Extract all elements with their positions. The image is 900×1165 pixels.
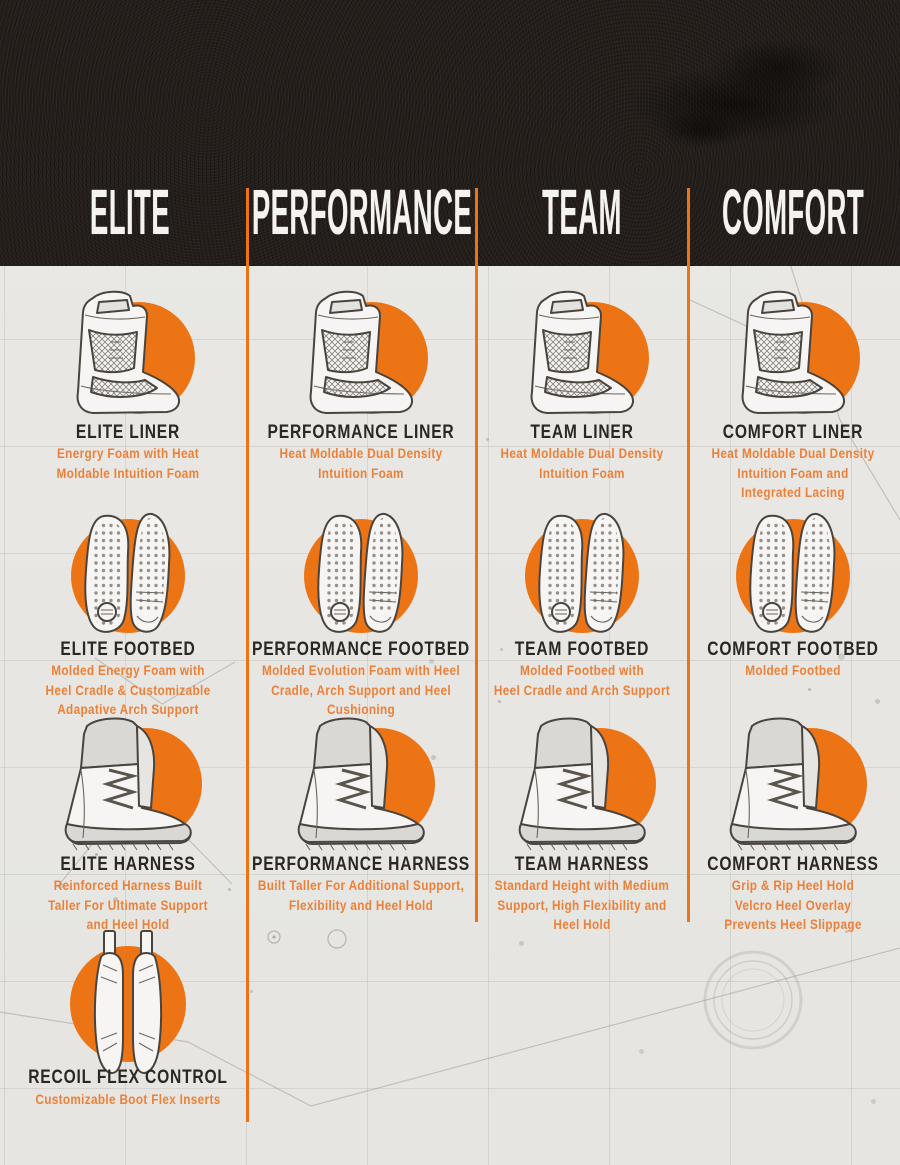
team-liner-desc: Heat Moldable Dual Density Intuition Foa… [500, 445, 664, 481]
comfort-harness-title: COMFORT HARNESS [707, 853, 879, 875]
liner-boot-icon [266, 282, 456, 432]
comfort-footbed-title: COMFORT FOOTBED [707, 638, 879, 660]
harness-boot-icon [266, 712, 456, 862]
header-band: ELITE PERFORMANCE TEAM COMFORT [0, 0, 900, 266]
elite-footbed-desc: Molded Energy Foam with Heel Cradle & Cu… [45, 662, 211, 717]
recoil-flex-desc: Customizable Boot Flex Inserts [35, 1091, 221, 1107]
elite-harness-title: ELITE HARNESS [60, 853, 196, 875]
column-divider-2 [475, 188, 478, 922]
team-liner-title: TEAM LINER [530, 421, 634, 443]
comfort-liner-title: COMFORT LINER [722, 421, 864, 443]
elite-harness-desc: Reinforced Harness Built Taller For Ulti… [48, 877, 208, 932]
harness-boot-icon [698, 712, 888, 862]
performance-harness-title: PERFORMANCE HARNESS [251, 853, 471, 875]
harness-boot-icon [487, 712, 677, 862]
team-harness-title: TEAM HARNESS [514, 853, 650, 875]
footbed-insoles-icon [698, 500, 888, 650]
column-title-comfort: COMFORT [721, 176, 865, 248]
liner-boot-icon [698, 282, 888, 432]
team-harness-desc: Standard Height with Medium Support, Hig… [494, 877, 670, 932]
liner-boot-icon [33, 282, 223, 432]
comfort-harness-desc: Grip & Rip Heel Hold Velcro Heel Overlay… [724, 877, 862, 932]
footbed-insoles-icon [487, 500, 677, 650]
performance-liner-desc: Heat Moldable Dual Density Intuition Foa… [279, 445, 443, 481]
performance-liner-title: PERFORMANCE LINER [267, 421, 455, 443]
flex-inserts-icon [33, 911, 223, 1081]
column-title-performance: PERFORMANCE [251, 176, 473, 248]
column-divider-1 [246, 188, 249, 1122]
performance-footbed-title: PERFORMANCE FOOTBED [252, 638, 470, 660]
elite-liner-title: ELITE LINER [75, 421, 181, 443]
footbed-insoles-icon [33, 500, 223, 650]
performance-footbed-desc: Molded Evolution Foam with Heel Cradle, … [262, 662, 460, 717]
liner-boot-icon [487, 282, 677, 432]
team-footbed-desc: Molded Footbed with Heel Cradle and Arch… [493, 662, 671, 698]
footbed-insoles-icon [266, 500, 456, 650]
elite-liner-desc: Energry Foam with Heat Moldable Intuitio… [56, 445, 200, 481]
performance-harness-desc: Built Taller For Additional Support, Fle… [257, 877, 465, 913]
column-divider-3 [687, 188, 690, 922]
team-footbed-title: TEAM FOOTBED [514, 638, 650, 660]
harness-boot-icon [33, 712, 223, 862]
comfort-liner-desc: Heat Moldable Dual Density Intuition Foa… [711, 445, 875, 500]
elite-footbed-title: ELITE FOOTBED [60, 638, 196, 660]
column-title-team: TEAM [542, 176, 622, 248]
recoil-flex-title: RECOIL FLEX CONTROL [28, 1066, 228, 1088]
column-title-elite: ELITE [89, 176, 171, 248]
comfort-footbed-desc: Molded Footbed [745, 662, 841, 678]
